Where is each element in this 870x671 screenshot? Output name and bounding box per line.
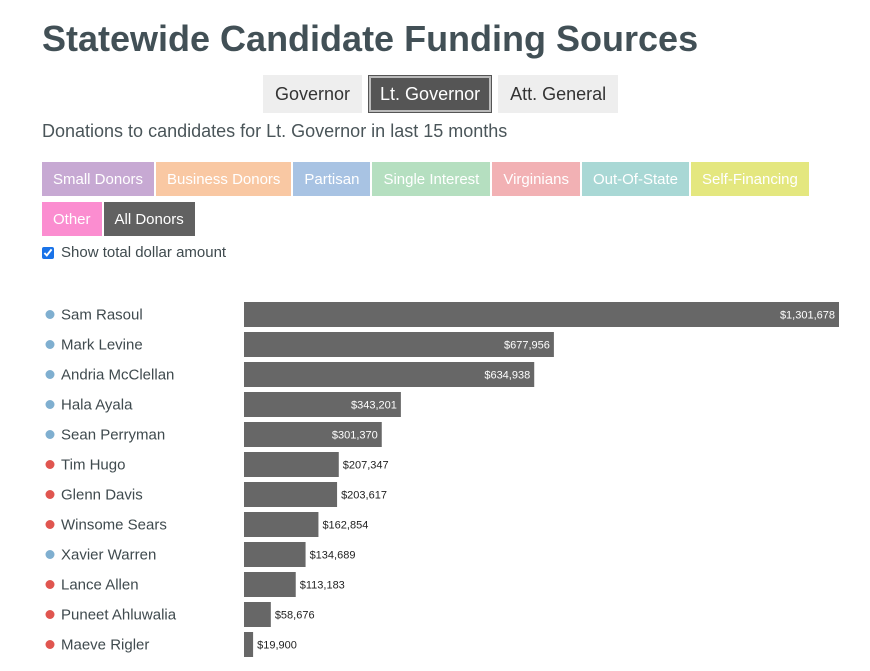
filter-virginians[interactable]: Virginians xyxy=(492,162,580,196)
candidate-label: Sean Perryman xyxy=(61,427,165,444)
chart-row: Sean Perryman $301,370 xyxy=(45,422,382,447)
chart-row: Sam Rasoul $1,301,678 xyxy=(45,302,839,327)
party-dot xyxy=(45,460,55,469)
donation-bar[interactable] xyxy=(244,542,306,567)
page-title: Statewide Candidate Funding Sources xyxy=(42,18,699,59)
tab-governor[interactable]: Governor xyxy=(263,75,363,113)
filter-all-donors[interactable]: All Donors xyxy=(103,202,195,236)
chart-row: Maeve Rigler $19,900 xyxy=(45,632,297,657)
candidate-label: Sam Rasoul xyxy=(61,307,143,324)
show-total-toggle[interactable]: Show total dollar amount xyxy=(42,244,226,261)
bar-value-label: $343,201 xyxy=(351,400,397,412)
donation-bar[interactable] xyxy=(244,302,839,327)
bar-value-label: $1,301,678 xyxy=(780,310,835,322)
filter-partisan[interactable]: Partisan xyxy=(293,162,371,196)
tab-lt-governor[interactable]: Lt. Governor xyxy=(368,75,493,113)
donation-bar[interactable] xyxy=(244,422,382,447)
candidate-label: Xavier Warren xyxy=(61,547,156,564)
tab-att-general[interactable]: Att. General xyxy=(498,75,619,113)
chart-row: Tim Hugo $207,347 xyxy=(45,452,389,477)
party-dot xyxy=(45,550,55,559)
party-dot xyxy=(45,340,55,349)
candidate-label: Winsome Sears xyxy=(61,517,167,534)
party-dot xyxy=(45,490,55,499)
party-dot xyxy=(45,310,55,319)
candidate-label: Lance Allen xyxy=(61,577,139,594)
bar-value-label: $162,854 xyxy=(322,520,368,532)
donor-filters: Small Donors Business Donors Partisan Singl… xyxy=(42,162,822,236)
donation-bar[interactable] xyxy=(244,332,554,357)
donation-bar[interactable] xyxy=(244,572,296,597)
donation-bar[interactable] xyxy=(244,362,535,387)
bar-value-label: $677,956 xyxy=(504,340,550,352)
candidate-label: Andria McClellan xyxy=(61,367,174,384)
donation-bar[interactable] xyxy=(244,632,254,657)
bar-value-label: $134,689 xyxy=(310,550,356,562)
filter-single-interest[interactable]: Single Interest xyxy=(372,162,491,196)
candidate-label: Glenn Davis xyxy=(61,487,143,504)
chart-row: Mark Levine $677,956 xyxy=(45,332,554,357)
chart-row: Xavier Warren $134,689 xyxy=(45,542,356,567)
chart-row: Lance Allen $113,183 xyxy=(45,572,345,597)
bar-value-label: $203,617 xyxy=(341,490,387,502)
party-dot xyxy=(45,520,55,529)
donations-bar-chart: Sam Rasoul $1,301,678 Mark Levine $677,956 A… xyxy=(45,302,839,657)
chart-row: Glenn Davis $203,617 xyxy=(45,482,387,507)
party-dot xyxy=(45,370,55,379)
donation-bar[interactable] xyxy=(244,452,339,477)
candidate-label: Tim Hugo xyxy=(61,457,125,474)
donation-bar[interactable] xyxy=(244,482,338,507)
donation-bar[interactable] xyxy=(244,512,319,537)
bar-value-label: $113,183 xyxy=(300,580,345,592)
filter-small-donors[interactable]: Small Donors xyxy=(42,162,155,196)
bar-value-label: $634,938 xyxy=(484,370,530,382)
candidate-label: Hala Ayala xyxy=(61,397,133,414)
party-dot xyxy=(45,610,55,619)
candidate-label: Mark Levine xyxy=(61,337,143,354)
party-dot xyxy=(45,640,55,649)
chart-subtitle: Donations to candidates for Lt. Governor… xyxy=(42,121,508,141)
donation-bar[interactable] xyxy=(244,602,271,627)
candidate-label: Maeve Rigler xyxy=(61,637,149,654)
show-total-label: Show total dollar amount xyxy=(61,244,227,261)
chart-row: Winsome Sears $162,854 xyxy=(45,512,368,537)
bar-value-label: $301,370 xyxy=(332,430,378,442)
party-dot xyxy=(45,430,55,439)
chart-row: Hala Ayala $343,201 xyxy=(45,392,401,417)
chart-row: Andria McClellan $634,938 xyxy=(45,362,535,387)
office-tabs: Governor Lt. Governor Att. General xyxy=(263,75,619,113)
show-total-checkbox[interactable] xyxy=(42,246,54,259)
filter-self-financing[interactable]: Self-Financing xyxy=(690,162,809,196)
bar-value-label: $58,676 xyxy=(275,610,315,622)
candidate-label: Puneet Ahluwalia xyxy=(61,607,177,624)
donation-bar[interactable] xyxy=(244,392,401,417)
filter-other[interactable]: Other xyxy=(42,202,102,236)
bar-value-label: $207,347 xyxy=(343,460,389,472)
chart-row: Puneet Ahluwalia $58,676 xyxy=(45,602,315,627)
filter-out-of-state[interactable]: Out-Of-State xyxy=(581,162,689,196)
filter-business-donors[interactable]: Business Donors xyxy=(156,162,292,196)
bar-value-label: $19,900 xyxy=(257,640,297,652)
party-dot xyxy=(45,580,55,589)
party-dot xyxy=(45,400,55,409)
